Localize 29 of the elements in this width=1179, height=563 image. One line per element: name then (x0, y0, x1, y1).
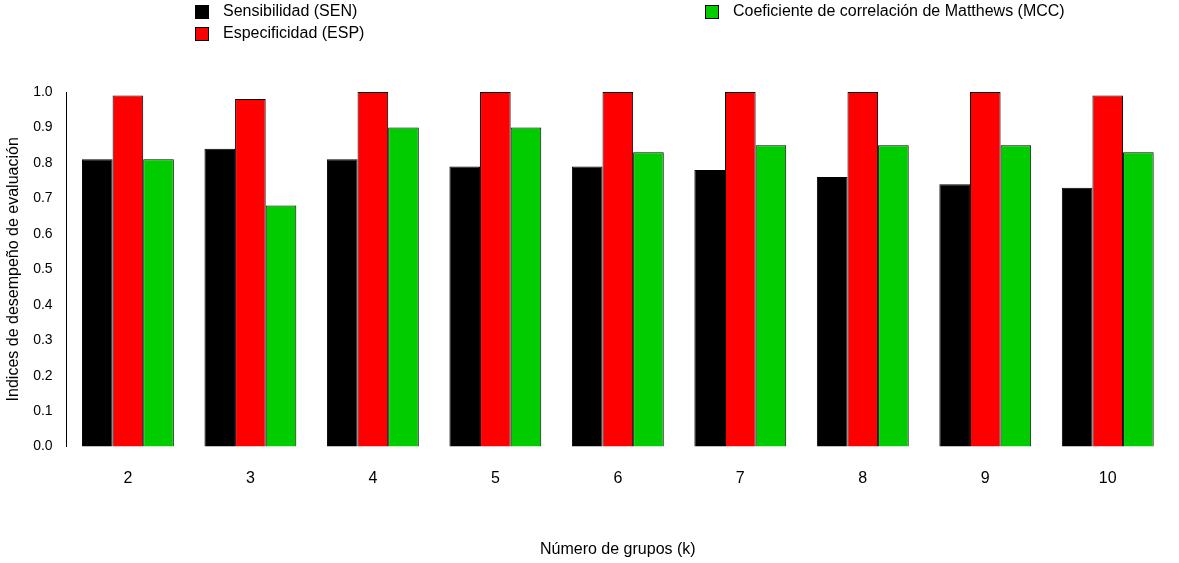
y-tick-label: 0.4 (33, 295, 53, 312)
y-axis-title: Indices de desempeño de evaluación (4, 137, 22, 402)
y-tick-label: 0.3 (33, 331, 53, 348)
y-tick-label: 0.6 (33, 224, 53, 241)
y-tick-label: 1.0 (33, 82, 53, 99)
bar (204, 148, 236, 447)
x-tick-label: 6 (613, 468, 623, 486)
x-tick-label: 7 (735, 468, 745, 486)
y-tick-label: 0.0 (33, 437, 53, 454)
y-tick-label: 0.7 (33, 189, 53, 206)
bar (1061, 187, 1093, 447)
x-axis-title: Número de grupos (k) (540, 539, 696, 557)
y-tick-label: 0.2 (33, 366, 53, 383)
y-tick-label: 0.9 (33, 118, 53, 135)
x-tick-label: 10 (1098, 468, 1117, 486)
x-tick-label: 4 (368, 468, 378, 486)
bar (449, 166, 481, 447)
legend-label: Sensibilidad (SEN) (223, 2, 358, 19)
y-tick-label: 0.8 (33, 153, 53, 170)
bar (816, 177, 848, 447)
legend-label: Especificidad (ESP) (223, 24, 365, 41)
x-tick-label: 8 (858, 468, 868, 486)
legend-label: Coeficiente de correlación de Matthews (MCC) (733, 2, 1065, 19)
x-tick-label: 5 (490, 468, 500, 486)
y-tick-label: 0.5 (33, 260, 53, 277)
x-tick-label: 9 (980, 468, 990, 486)
y-tick-label: 0.1 (33, 402, 53, 418)
x-tick-label: 3 (245, 468, 255, 486)
x-tick-label: 2 (123, 468, 133, 486)
